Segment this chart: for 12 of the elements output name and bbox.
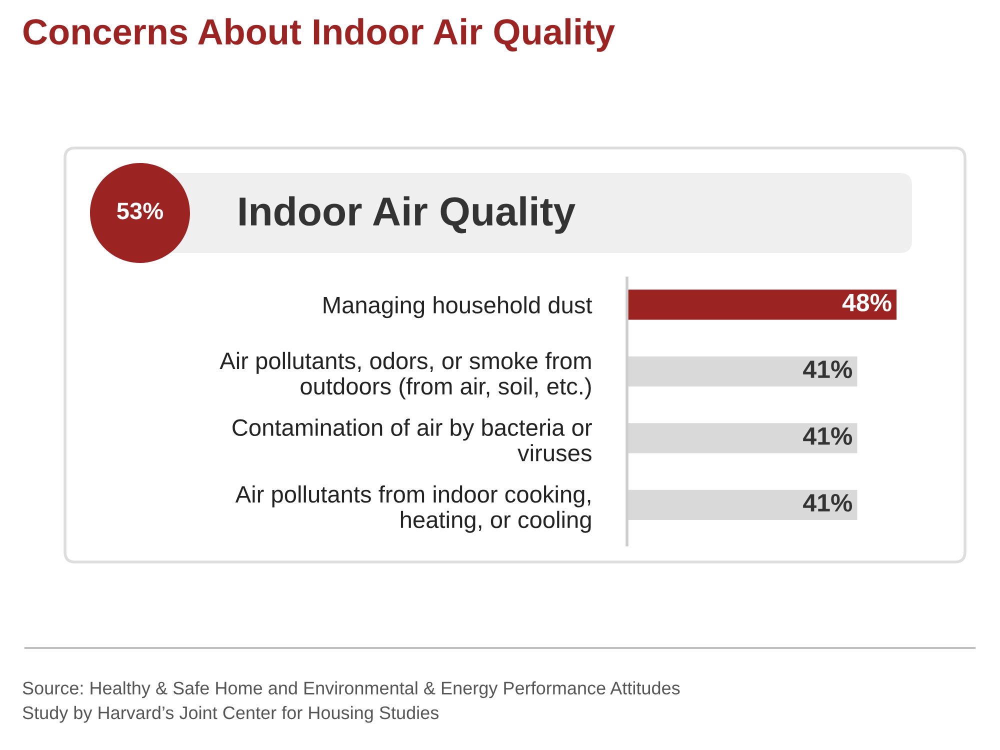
y-tick-label: Air pollutants, odors, or smoke from outdoors (from air, soil, etc.) — [220, 352, 591, 400]
y-tick-label: Contamination of air by bacteria or viruses — [232, 418, 592, 462]
chart-subtitle: Indoor Air Quality — [240, 196, 576, 234]
text: 53% — [117, 202, 164, 220]
data-label: 41% — [803, 494, 852, 512]
y-tick-label: Managing household dust — [324, 296, 592, 318]
y-tick-label: Air pollutants from indoor cooking, heating, or cooling — [235, 485, 591, 533]
data-label: 41% — [803, 360, 852, 378]
text: Concerns About Indoor Air Quality — [23, 18, 615, 52]
data-label: 41% — [803, 427, 852, 445]
data-label: 48% — [842, 294, 892, 312]
source-note: Source: Healthy & Safe Home and Environmental & Energy Performance Attitudes Study by Harvard’s Joint Center for Housing Studies — [22, 681, 680, 723]
